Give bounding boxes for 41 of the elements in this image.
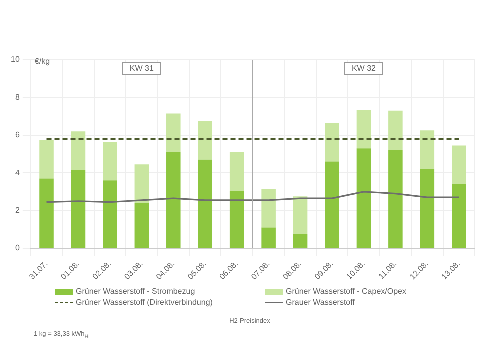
bar <box>356 148 372 248</box>
bar <box>71 132 86 170</box>
bar <box>388 150 403 248</box>
bar <box>166 114 181 152</box>
legend-label: Grüner Wasserstoff (Direktverbindung) <box>76 298 213 307</box>
legend-label: Grüner Wasserstoff - Capex/Opex <box>286 287 406 296</box>
bar <box>452 146 466 184</box>
legend-label: Grüner Wasserstoff - Strombezug <box>76 287 196 296</box>
bar <box>103 180 118 248</box>
y-tick-label: 2 <box>15 206 20 215</box>
bar <box>71 170 86 248</box>
bar <box>420 169 435 248</box>
bar <box>325 162 340 248</box>
bar <box>356 110 372 149</box>
bar <box>230 190 244 248</box>
bar <box>103 142 118 181</box>
y-axis-title: €/kg <box>34 57 50 66</box>
bar <box>293 196 308 234</box>
bar <box>198 121 213 160</box>
annotation: KW 32 <box>352 64 377 74</box>
y-tick-label: 8 <box>15 92 20 102</box>
bar <box>452 184 466 248</box>
legend-label: Grauer Wasserstoff <box>286 298 355 307</box>
bar <box>40 140 54 179</box>
bar <box>198 160 213 248</box>
bar <box>325 123 340 162</box>
bar <box>230 152 244 191</box>
bar <box>166 152 181 248</box>
bar <box>293 234 308 248</box>
y-tick-label: 10 <box>10 55 20 64</box>
bar <box>40 178 54 248</box>
y-tick-label: 0 <box>15 244 20 253</box>
y-tick-label: 4 <box>15 168 20 178</box>
bar <box>262 228 276 248</box>
bar <box>420 130 435 170</box>
bar <box>134 203 150 248</box>
bar <box>388 110 403 150</box>
bar <box>262 189 276 228</box>
annotation: KW 31 <box>130 64 154 74</box>
bar <box>134 164 150 204</box>
y-tick-label: 6 <box>15 130 20 140</box>
